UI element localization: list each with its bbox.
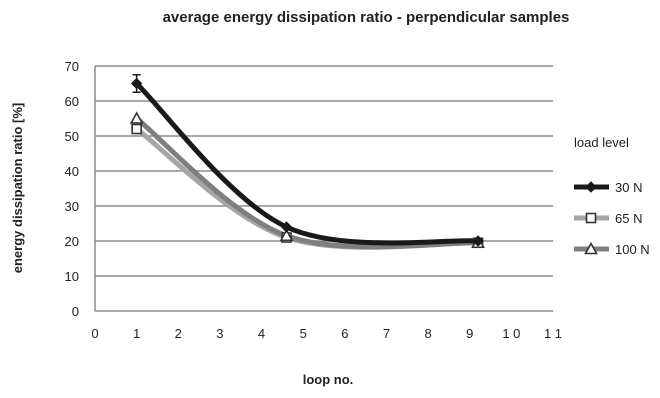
legend-marker bbox=[584, 241, 598, 255]
x-tick-label: 1 bbox=[133, 326, 140, 341]
legend-marker bbox=[585, 212, 597, 224]
x-tick-label: 3 bbox=[216, 326, 223, 341]
data-point-marker bbox=[130, 77, 143, 90]
x-tick-label: 6 bbox=[341, 326, 348, 341]
x-axis-label: loop no. bbox=[303, 372, 354, 387]
x-tick-label: 2 bbox=[175, 326, 182, 341]
legend-marker bbox=[585, 181, 597, 193]
y-tick-label: 30 bbox=[65, 199, 79, 214]
data-point-marker bbox=[280, 221, 293, 233]
x-tick-label: 0 bbox=[91, 326, 98, 341]
x-tick-label: 1 1 bbox=[544, 326, 562, 341]
gridlines bbox=[95, 65, 553, 277]
y-tick-label: 50 bbox=[65, 129, 79, 144]
series-lines bbox=[134, 81, 481, 250]
y-tick-label: 20 bbox=[65, 234, 79, 249]
data-point-marker bbox=[129, 111, 144, 124]
legend-label: 30 N bbox=[615, 180, 642, 195]
x-tick-label: 5 bbox=[300, 326, 307, 341]
y-tick-label: 0 bbox=[72, 304, 79, 319]
y-tick-label: 70 bbox=[65, 59, 79, 74]
y-tick-label: 60 bbox=[65, 94, 79, 109]
chart-title: average energy dissipation ratio - perpe… bbox=[163, 9, 570, 26]
y-axis-label: energy dissipation ratio [%] bbox=[10, 103, 25, 273]
series-line-65n bbox=[134, 126, 481, 250]
series-markers bbox=[129, 74, 485, 249]
x-tick-label: 7 bbox=[383, 326, 390, 341]
x-tick-label: 8 bbox=[424, 326, 431, 341]
data-point-marker bbox=[131, 123, 142, 135]
x-tick-label: 4 bbox=[258, 326, 265, 341]
y-tick-label: 40 bbox=[65, 164, 79, 179]
legend-label: 100 N bbox=[615, 242, 650, 257]
y-tick-label: 10 bbox=[65, 269, 79, 284]
legend-title: load level bbox=[574, 135, 629, 150]
x-tick-label: 1 0 bbox=[502, 326, 520, 341]
data-point-marker bbox=[279, 228, 294, 242]
legend: load level 30 N 65 N 100 N bbox=[574, 135, 650, 257]
data-point-marker bbox=[472, 235, 484, 247]
x-tick-label: 9 bbox=[466, 326, 473, 341]
legend-label: 65 N bbox=[615, 211, 642, 226]
